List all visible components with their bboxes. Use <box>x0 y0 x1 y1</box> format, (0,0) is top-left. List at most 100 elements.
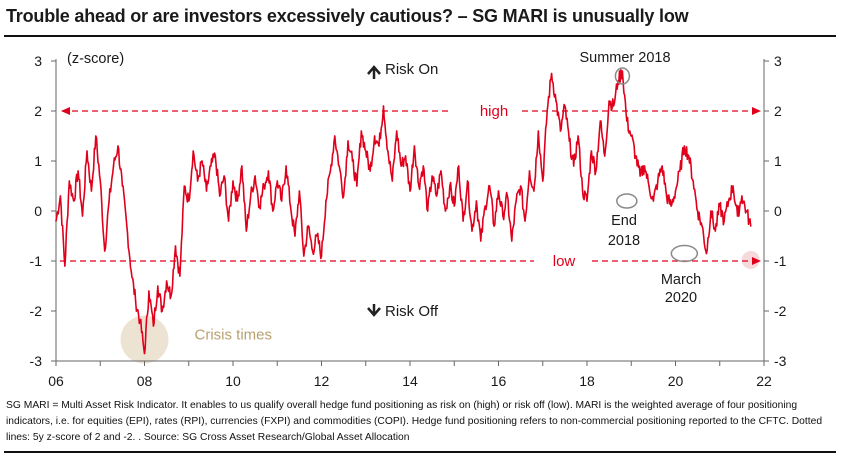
data-point <box>705 252 708 255</box>
data-point <box>161 310 163 312</box>
end-2018-label-line1: End <box>611 213 637 229</box>
summer-2018-label: Summer 2018 <box>579 50 670 66</box>
data-point <box>630 135 633 137</box>
data-point <box>139 320 141 322</box>
data-point <box>258 205 261 207</box>
data-point <box>64 265 66 267</box>
data-point <box>701 225 703 227</box>
data-point <box>564 105 566 107</box>
x-tick-label: 10 <box>225 373 241 389</box>
data-point <box>143 352 146 355</box>
data-point <box>303 255 305 257</box>
data-point <box>311 250 314 252</box>
data-point <box>387 150 389 152</box>
data-point <box>205 190 208 192</box>
data-point <box>714 230 717 232</box>
data-point <box>245 230 248 232</box>
data-point <box>586 200 588 202</box>
data-point <box>537 130 540 132</box>
y-tick-label-right: -3 <box>774 353 787 369</box>
data-point <box>674 190 677 192</box>
data-point <box>254 175 256 177</box>
data-point <box>298 190 301 192</box>
data-point <box>112 165 115 167</box>
data-point <box>148 290 150 292</box>
data-point <box>192 150 194 152</box>
end-2018-marker <box>616 193 638 209</box>
arrow-up-icon <box>367 65 381 79</box>
data-point <box>612 105 615 107</box>
data-point <box>241 165 243 167</box>
data-point <box>471 230 473 232</box>
data-point <box>643 165 646 167</box>
data-point <box>400 165 402 167</box>
data-point <box>493 225 495 227</box>
data-point <box>59 195 62 197</box>
data-point <box>568 140 571 142</box>
x-tick-label: 08 <box>137 373 153 389</box>
data-point <box>378 145 380 147</box>
data-point <box>661 165 664 167</box>
data-point <box>382 105 385 107</box>
data-point <box>634 155 637 157</box>
data-point <box>533 190 535 192</box>
data-point <box>395 130 398 132</box>
arrow-down-icon <box>367 304 381 317</box>
data-point <box>727 200 730 202</box>
title-rule <box>4 35 836 37</box>
data-point <box>90 190 93 192</box>
data-point <box>444 210 447 212</box>
data-point <box>581 190 584 192</box>
data-point <box>174 245 177 247</box>
risk-off-label: Risk Off <box>367 303 439 320</box>
data-point <box>480 240 482 242</box>
data-point <box>121 185 124 187</box>
y-tick-label-left: 0 <box>34 203 42 219</box>
data-point <box>692 180 694 182</box>
data-point <box>696 210 699 212</box>
data-point <box>347 140 349 142</box>
data-point <box>670 205 672 207</box>
data-point <box>488 185 491 187</box>
data-point <box>329 170 332 172</box>
data-point <box>210 165 212 167</box>
data-point <box>639 175 641 177</box>
data-point <box>196 180 199 182</box>
data-point <box>356 185 358 187</box>
data-point <box>373 135 376 137</box>
data-point <box>510 240 513 242</box>
data-point <box>232 180 234 182</box>
data-point <box>453 205 456 207</box>
data-point <box>218 195 221 197</box>
data-point <box>515 200 517 202</box>
crisis-times-label: Crisis times <box>195 327 273 344</box>
data-point <box>546 110 548 112</box>
data-point <box>683 145 686 147</box>
data-point <box>108 200 110 202</box>
data-point <box>621 70 624 72</box>
data-point <box>519 185 522 187</box>
y-tick-label-right: 3 <box>774 53 782 69</box>
data-point <box>732 185 734 187</box>
chart-area: Crisis times -3 -3-2 -2-1 -10 01 12 23 306 08 10 1… <box>30 50 787 389</box>
y-tick-label-right: 0 <box>774 203 782 219</box>
data-point <box>285 165 287 167</box>
data-point <box>364 150 367 152</box>
risk-on-text: Risk On <box>385 61 438 78</box>
x-tick-label: 18 <box>579 373 595 389</box>
y-tick-label-left: -2 <box>30 303 43 319</box>
data-point <box>152 325 155 327</box>
y-tick-label-left: -1 <box>30 253 43 269</box>
data-point <box>687 155 690 157</box>
data-point <box>524 220 526 222</box>
data-point <box>236 200 239 202</box>
data-point <box>351 160 354 162</box>
data-point <box>404 155 407 157</box>
data-point <box>338 165 341 167</box>
data-point <box>55 220 57 222</box>
data-point <box>718 205 721 207</box>
data-point <box>134 300 137 302</box>
data-point <box>577 135 579 137</box>
risk-on-label: Risk On <box>367 61 438 79</box>
data-point <box>77 170 79 172</box>
